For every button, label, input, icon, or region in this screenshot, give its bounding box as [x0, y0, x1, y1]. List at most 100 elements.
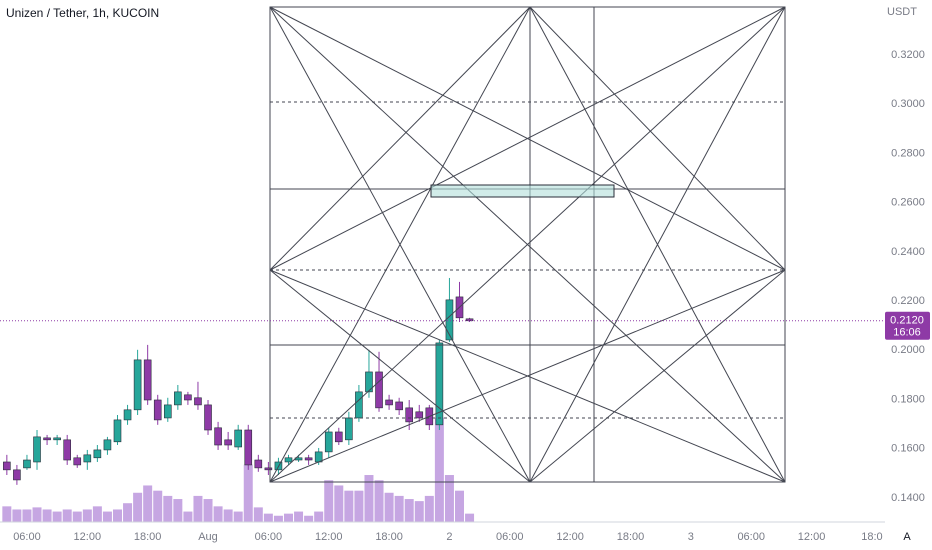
- candle-body: [204, 404, 212, 431]
- volume-bar: [454, 490, 464, 522]
- gann-highlight: [430, 184, 615, 198]
- x-tick-label: 12:00: [798, 531, 826, 543]
- volume-bar: [52, 511, 62, 522]
- y-tick-label: 0.2200: [891, 295, 925, 307]
- x-tick-label: 3: [688, 531, 694, 543]
- volume-bar: [2, 506, 12, 522]
- candle-body: [214, 427, 222, 446]
- volume-bar: [414, 501, 424, 522]
- candle-body: [143, 359, 152, 401]
- candle-body: [385, 399, 393, 406]
- candle-body: [304, 457, 313, 461]
- volume-bar: [314, 511, 324, 522]
- candle-body: [123, 409, 132, 421]
- volume-bar: [22, 509, 32, 522]
- candle-body: [174, 391, 182, 406]
- gann-fan: [269, 269, 786, 483]
- gann-frame: [269, 6, 786, 483]
- volume-bar: [183, 511, 193, 522]
- volume-bar: [294, 511, 304, 522]
- volume-bar: [173, 499, 183, 522]
- x-tick-label: 06:00: [496, 531, 524, 543]
- volume-bar: [283, 513, 293, 522]
- y-tick-label: 0.3200: [891, 49, 925, 61]
- candle-body: [13, 469, 21, 481]
- y-tick-label: 0.2000: [891, 344, 925, 356]
- volume-bar: [82, 509, 92, 522]
- volume-bar: [72, 511, 82, 522]
- volume-bar: [243, 464, 253, 522]
- volume-bar: [424, 495, 434, 522]
- gann-fan: [529, 269, 786, 483]
- candle-body: [184, 394, 192, 401]
- candle-body: [33, 436, 41, 463]
- volume-layer: [2, 417, 475, 522]
- scale-mode[interactable]: A: [903, 531, 911, 543]
- volume-bar: [394, 495, 404, 522]
- volume-bar: [32, 507, 42, 522]
- x-tick-label: 18:00: [134, 531, 162, 543]
- volume-bar: [444, 475, 454, 522]
- candle-body: [244, 429, 253, 466]
- x-tick-label: 12:00: [315, 531, 343, 543]
- x-tick-label: 06:00: [13, 531, 41, 543]
- y-tick-label: 0.1400: [891, 492, 925, 504]
- candle-body: [254, 459, 263, 469]
- candle-body: [163, 404, 172, 419]
- last-price-badge: [885, 311, 930, 340]
- volume-bar: [92, 506, 102, 522]
- volume-bar: [112, 509, 122, 522]
- candle-body: [93, 449, 102, 459]
- candle-body: [53, 437, 61, 441]
- x-tick-label: 18:00: [375, 531, 403, 543]
- gann-fan: [529, 6, 786, 483]
- gann-fan: [269, 6, 531, 271]
- candle-body: [23, 459, 31, 469]
- volume-bar: [133, 492, 143, 522]
- candle-body: [435, 342, 444, 426]
- volume-bar: [153, 490, 163, 522]
- volume-bar: [465, 513, 475, 522]
- volume-bar: [193, 495, 203, 522]
- candle-body: [395, 401, 403, 411]
- candle-body: [375, 371, 383, 409]
- candle-body: [365, 371, 373, 393]
- x-tick-label: 18:0: [861, 531, 882, 543]
- volume-bar: [354, 490, 364, 522]
- volume-bar: [364, 475, 374, 522]
- volume-bar: [213, 506, 223, 522]
- y-tick-label: 0.2600: [891, 197, 925, 209]
- y-tick-label: 0.1600: [891, 443, 925, 455]
- gann-fan: [529, 6, 786, 271]
- candle-body: [113, 419, 122, 443]
- candle-body: [73, 457, 82, 466]
- volume-bar: [404, 499, 414, 522]
- volume-bar: [384, 492, 394, 522]
- gann-fan: [269, 6, 786, 271]
- volume-bar: [102, 511, 112, 522]
- x-tick-label: 2: [446, 531, 452, 543]
- y-tick-label: 0.1800: [891, 393, 925, 405]
- volume-bar: [203, 499, 213, 522]
- candle-body: [3, 461, 11, 471]
- volume-bar: [334, 485, 344, 522]
- candle-body: [194, 397, 202, 406]
- volume-bar: [123, 503, 133, 522]
- candle-body: [43, 437, 51, 441]
- volume-bar: [42, 509, 52, 522]
- x-tick-label: 06:00: [255, 531, 283, 543]
- x-tick-label: Aug: [198, 531, 218, 543]
- x-tick-label: 06:00: [737, 531, 765, 543]
- y-tick-label: 0.2800: [891, 147, 925, 159]
- gann-fan: [269, 6, 531, 483]
- candle-body: [153, 399, 162, 421]
- candle-body: [83, 454, 92, 463]
- x-tick-label: 12:00: [556, 531, 584, 543]
- candle-body: [234, 429, 242, 448]
- volume-bar: [62, 509, 72, 522]
- volume-bar: [273, 515, 283, 522]
- candle-body: [415, 411, 424, 419]
- volume-bar: [434, 417, 444, 522]
